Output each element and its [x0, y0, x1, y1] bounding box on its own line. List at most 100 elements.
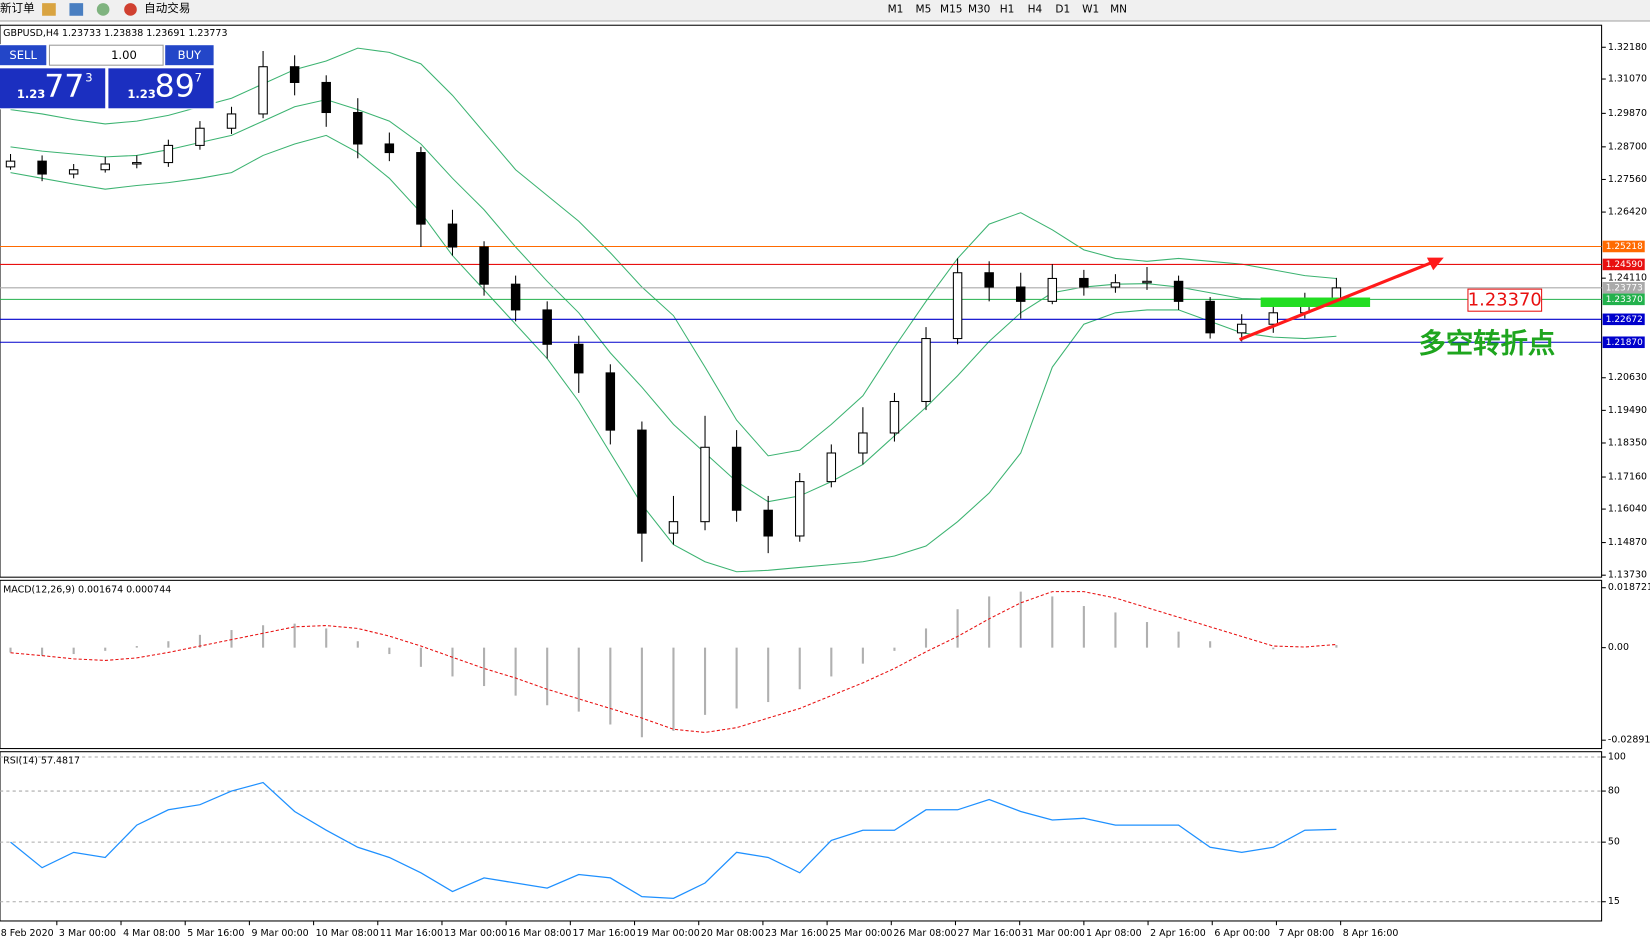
candle-body: [1142, 280, 1152, 284]
x-tick-label: 13 Mar 00:00: [444, 928, 507, 939]
candle-body: [37, 160, 47, 175]
buy-button[interactable]: [165, 45, 214, 66]
support-zone: [1260, 297, 1371, 307]
candle-body: [700, 446, 710, 523]
timeframe-button[interactable]: H4: [1028, 3, 1043, 15]
candle-body: [763, 509, 773, 537]
rsi-panel: [0, 751, 1603, 922]
x-tick-label: 1 Apr 08:00: [1086, 928, 1142, 939]
x-tick-label: 16 Mar 08:00: [508, 928, 571, 939]
y-tick-label: 1.16040: [1608, 504, 1647, 515]
y-tick-label: 1.32180: [1608, 42, 1647, 53]
x-tick-label: 25 Mar 00:00: [829, 928, 892, 939]
bid-pips: 77: [44, 68, 84, 104]
turning-point-label: 多空转折点: [1418, 327, 1555, 359]
x-tick-label: 31 Mar 00:00: [1022, 928, 1085, 939]
price-marker-label: 1.23773: [1606, 283, 1643, 293]
ask-frac: 7: [195, 70, 202, 84]
new-order-button[interactable]: 新订单: [0, 1, 35, 15]
x-tick-label: 3 Mar 00:00: [59, 928, 116, 939]
timeframes: M1 M5 M15 M30 H1 H4 D1 W1 MN: [888, 3, 1127, 15]
lots-input[interactable]: [48, 44, 164, 66]
candle-body: [1268, 312, 1279, 325]
icon[interactable]: [69, 3, 84, 16]
timeframe-button[interactable]: D1: [1055, 3, 1070, 15]
candle-body: [384, 143, 395, 154]
y-tick-label: 50: [1608, 837, 1620, 848]
signal-line: [10, 591, 1337, 733]
timeframe-button[interactable]: W1: [1082, 3, 1099, 15]
main-panel: [0, 24, 1603, 578]
y-tick-label: -0.028913: [1608, 735, 1650, 746]
y-tick-label: 1.20630: [1608, 372, 1647, 383]
candle-body: [416, 152, 426, 225]
price-marker: [1602, 240, 1645, 253]
annotations: 1.23370 多空转折点: [1239, 257, 1555, 359]
price-marker-label: 1.21870: [1606, 338, 1643, 348]
timeframe-button[interactable]: MN: [1110, 3, 1127, 15]
candle-body: [132, 162, 142, 165]
candle-body: [952, 272, 963, 340]
sell-button[interactable]: [0, 45, 47, 66]
x-tick-label: 26 Mar 08:00: [893, 928, 956, 939]
ask-box[interactable]: [108, 68, 214, 109]
toolbar: 新订单 自动交易 M1 M5 M15 M30 H1 H4 D1 W1 MN: [0, 0, 1650, 22]
x-tick-label: 4 Mar 08:00: [123, 928, 180, 939]
candle-body: [889, 400, 900, 434]
bid-frac: 3: [85, 70, 92, 84]
y-tick-label: 1.14870: [1608, 537, 1647, 548]
candle-body: [605, 372, 616, 431]
timeframe-button[interactable]: M30: [968, 3, 990, 15]
candle-body: [921, 338, 931, 403]
price-marker-label: 1.25218: [1606, 242, 1643, 252]
candle-body: [795, 481, 805, 537]
bid-box[interactable]: [0, 68, 106, 109]
auto-trading-icon[interactable]: [124, 3, 137, 16]
candle-body: [163, 144, 174, 164]
candle-body: [321, 81, 331, 114]
y-tick-label: 1.31070: [1608, 74, 1647, 85]
price-marker: [1602, 282, 1645, 294]
sell-label: SELL: [9, 48, 37, 62]
price-marker-label: 1.22672: [1606, 315, 1643, 325]
candle-body: [731, 446, 742, 511]
rsi-line: [10, 781, 1337, 899]
auto-trading-button[interactable]: 自动交易: [144, 1, 190, 15]
timeframe-button[interactable]: M5: [916, 3, 932, 15]
candle-body: [258, 66, 268, 115]
price-marker-label: 1.23370: [1606, 295, 1643, 305]
timeframe-button[interactable]: H1: [1000, 3, 1015, 15]
candle-body: [479, 246, 489, 285]
price-box-label: 1.23370: [1468, 290, 1542, 311]
x-tick-label: 10 Mar 08:00: [316, 928, 379, 939]
y-tick-label: 0.00: [1608, 642, 1629, 653]
bollinger-band: [10, 134, 1337, 573]
x-tick-label: 20 Mar 08:00: [701, 928, 764, 939]
price-marker: [1602, 313, 1645, 326]
y-tick-label: 1.26420: [1608, 207, 1647, 218]
icon[interactable]: [42, 3, 56, 16]
timeframe-button[interactable]: M1: [888, 3, 904, 15]
x-tick-label: 7 Apr 08:00: [1279, 928, 1335, 939]
price-marker-label: 1.24590: [1606, 260, 1643, 270]
icon[interactable]: [96, 3, 110, 16]
candle-body: [1173, 280, 1184, 302]
candle-body: [289, 66, 300, 83]
x-tick-label: 5 Mar 16:00: [187, 928, 244, 939]
y-tick-label: 0.018721: [1608, 582, 1650, 593]
x-tick-label: 27 Mar 16:00: [958, 928, 1021, 939]
macd-panel: [0, 579, 1603, 750]
timeframe-button[interactable]: M15: [940, 3, 962, 15]
candle-body: [353, 111, 363, 145]
candle-body: [1205, 300, 1215, 334]
panel-title: MACD(12,26,9) 0.001674 0.000744: [3, 584, 171, 595]
bid-big: 1.23: [17, 87, 46, 101]
y-tick-label: 1.28700: [1608, 141, 1647, 152]
lots-value: 1.00: [111, 48, 137, 62]
y-tick-label: 1.18350: [1608, 437, 1647, 448]
candle-body: [542, 309, 552, 345]
candle-body: [1079, 277, 1089, 288]
y-tick-label: 80: [1608, 786, 1620, 797]
